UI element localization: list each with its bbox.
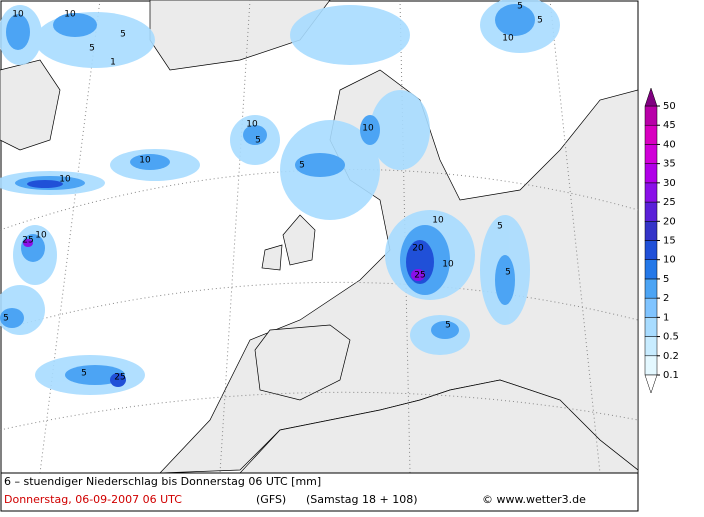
contour-label: 25 xyxy=(22,236,33,246)
contour-label: 10 xyxy=(432,216,444,226)
contour-label: 10 xyxy=(35,231,47,241)
colorbar-box xyxy=(644,144,658,164)
footer: 6 – stuendiger Niederschlag bis Donnerst… xyxy=(0,472,639,512)
contour-label: 5 xyxy=(255,136,261,146)
contour-label: 25 xyxy=(114,373,125,383)
contour-label: 5 xyxy=(81,369,87,379)
colorbar-label: 35 xyxy=(663,159,676,170)
footer-date: Donnerstag, 06-09-2007 06 UTC xyxy=(4,493,182,506)
colorbar-box xyxy=(644,317,658,337)
contour-label: 5 xyxy=(497,222,503,232)
colorbar-label: 10 xyxy=(663,255,676,266)
colorbar-label: 2 xyxy=(663,293,669,304)
colorbar-label: 0.1 xyxy=(663,370,679,381)
colorbar-label: 0.2 xyxy=(663,351,679,362)
colorbar-box xyxy=(644,163,658,184)
contour-label: 5 xyxy=(517,2,523,12)
colorbar-label: 0.5 xyxy=(663,332,679,343)
contour-label: 5 xyxy=(299,161,305,171)
footer-run: (Samstag 18 + 108) xyxy=(306,493,418,506)
footer-model: (GFS) xyxy=(256,493,286,506)
colorbar-box xyxy=(644,201,658,222)
colorbar-label: 20 xyxy=(663,216,676,227)
contour-label: 5 xyxy=(505,268,511,278)
colorbar-box xyxy=(644,336,658,357)
colorbar-label: 45 xyxy=(663,120,676,131)
contour-label: 10 xyxy=(12,10,24,20)
colorbar-arrow-low xyxy=(644,374,658,394)
contour-label: 1 xyxy=(110,58,116,68)
colorbar-box xyxy=(644,105,658,126)
colorbar-box xyxy=(644,278,658,299)
colorbar-box xyxy=(644,221,658,241)
colorbar-label: 40 xyxy=(663,139,676,150)
colorbar-label: 15 xyxy=(663,236,676,247)
contour-labels: 10 10 5 5 1 5 5 10 10 5 10 10 25 10 10 2… xyxy=(3,2,543,383)
colorbar-box xyxy=(644,355,658,376)
colorbar-box xyxy=(644,182,658,203)
contour-label: 10 xyxy=(59,175,71,185)
colorbar-box xyxy=(644,124,658,145)
contour-label: 10 xyxy=(139,156,151,166)
contour-label: 5 xyxy=(120,30,126,40)
contour-label: 20 xyxy=(412,244,424,254)
colorbar-label: 1 xyxy=(663,312,669,323)
contour-label: 10 xyxy=(502,34,514,44)
colorbar-box xyxy=(644,240,658,260)
colorbar-label: 25 xyxy=(663,197,676,208)
precipitation xyxy=(0,0,560,395)
contour-label: 10 xyxy=(442,260,454,270)
colorbar-arrow-high xyxy=(644,87,658,107)
contour-label: 5 xyxy=(445,321,451,331)
contour-label: 5 xyxy=(3,314,9,324)
contour-label: 5 xyxy=(537,16,543,26)
contour-label: 10 xyxy=(64,10,76,20)
footer-frame xyxy=(0,472,639,512)
colorbar-box xyxy=(644,259,658,280)
contour-label: 25 xyxy=(414,271,425,281)
map: 10 10 5 5 1 5 5 10 10 5 10 10 25 10 10 2… xyxy=(0,0,639,474)
footer-title: 6 – stuendiger Niederschlag bis Donnerst… xyxy=(4,475,321,488)
contour-label: 5 xyxy=(89,44,95,54)
colorbar-label: 50 xyxy=(663,101,676,112)
contour-label: 10 xyxy=(246,120,258,130)
colorbar-label: 5 xyxy=(663,274,669,285)
colorbar-box xyxy=(644,297,658,318)
footer-copyright: © www.wetter3.de xyxy=(482,493,586,506)
contour-label: 10 xyxy=(362,124,374,134)
colorbar-label: 30 xyxy=(663,178,676,189)
